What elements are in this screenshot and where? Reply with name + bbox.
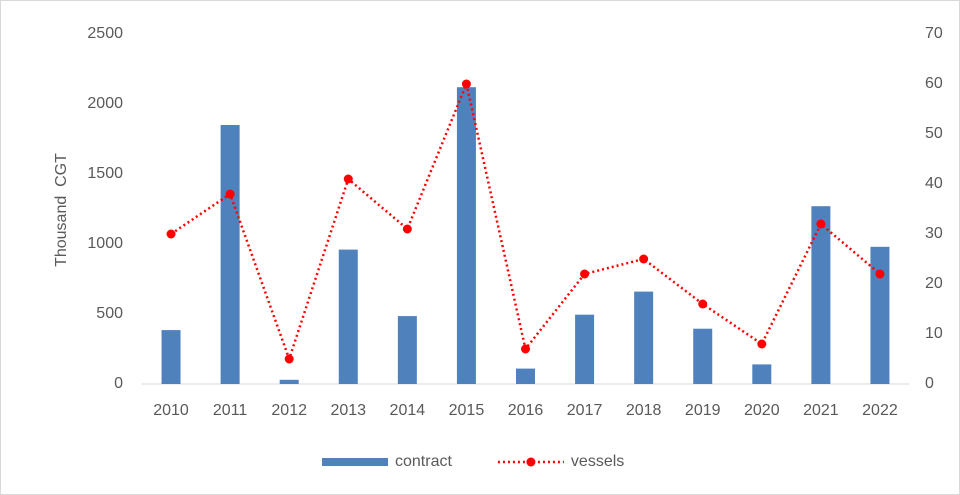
line-marker [166,229,176,239]
x-tick-label: 2019 [685,402,721,419]
bar [397,316,417,384]
bar [516,368,535,384]
y-tick-label: 2000 [87,95,123,112]
y2-tick-label: 30 [925,225,943,242]
line-marker [757,339,767,349]
y-axis-label: Thousand CGT [53,153,70,267]
y2-tick-label: 50 [925,125,943,142]
y2-tick-label: 20 [925,275,943,292]
bar [338,249,358,384]
legend-swatch [322,458,388,466]
line-marker [402,224,412,234]
y-tick-label: 1000 [87,235,123,252]
bar [220,125,240,384]
bar [870,246,890,384]
y2-tick-label: 70 [925,25,943,42]
line-marker [698,299,708,309]
line-marker [875,269,885,279]
y2-tick-label: 40 [925,175,943,192]
bar [752,364,772,384]
line-marker [521,344,530,354]
line-marker [816,219,826,229]
y-tick-label: 500 [96,305,123,322]
x-tick-label: 2022 [862,402,898,419]
line-marker [580,269,590,279]
x-tick-label: 2013 [330,402,366,419]
x-tick-label: 2015 [449,402,485,419]
x-tick-label: 2014 [390,402,426,419]
y-tick-label: 0 [114,375,123,392]
x-tick-label: 2017 [567,402,603,419]
legend-marker [526,457,536,467]
x-tick-label: 2018 [626,402,662,419]
line-marker [225,189,235,199]
legend-label: vessels [571,453,624,470]
bar [279,379,299,384]
legend-label: contract [395,453,452,470]
bar [811,206,831,384]
x-tick-label: 2012 [271,402,307,419]
y2-tick-label: 60 [925,75,943,92]
line-marker [639,254,649,264]
x-tick-label: 2021 [803,402,839,419]
y-tick-label: 2500 [87,25,123,42]
x-tick-label: 2016 [508,402,544,419]
x-tick-label: 2020 [744,402,780,419]
bar [634,291,654,384]
x-tick-label: 2010 [153,402,189,419]
bar [456,87,476,384]
bar [575,314,595,384]
y2-tick-label: 0 [925,375,934,392]
line-marker [461,79,471,89]
line-marker [343,174,353,184]
line-marker [284,354,294,364]
x-tick-label: 2011 [213,402,248,419]
bar [693,328,713,384]
y-tick-label: 1500 [87,165,123,182]
bar [161,330,181,384]
y2-tick-label: 10 [925,325,943,342]
